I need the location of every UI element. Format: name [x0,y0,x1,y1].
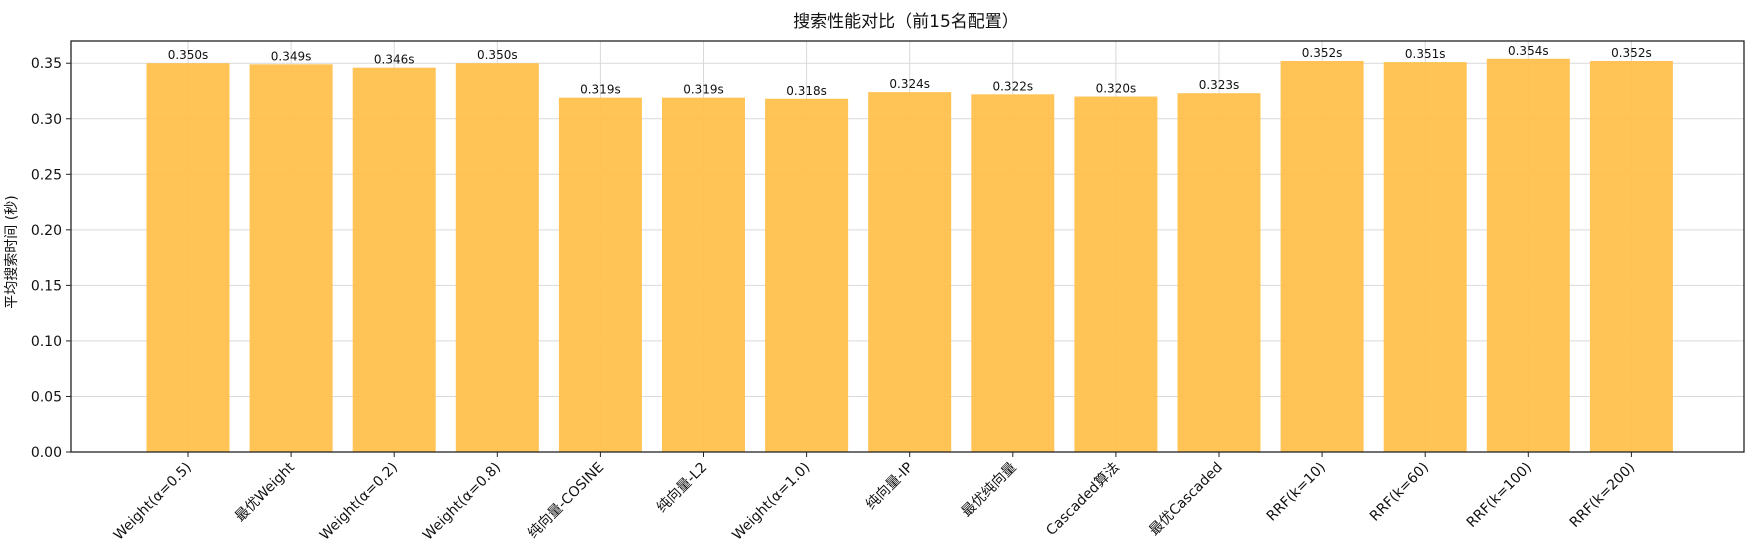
bar-value-label: 0.324s [889,77,930,91]
bar [1177,93,1261,453]
y-tick-label: 0.15 [31,278,62,294]
bar [1074,96,1158,453]
axes [70,40,1745,453]
x-tick-label: Cascaded算法 [1043,460,1122,539]
plot-frame [70,40,1745,453]
bar-value-label: 0.322s [992,79,1033,93]
bars [146,58,1673,453]
x-tick-label: RRF(k=60) [1367,460,1432,525]
bar-value-label: 0.319s [683,83,724,97]
bar-value-label: 0.319s [580,83,621,97]
bar [765,98,849,453]
bar-value-label: 0.352s [1302,46,1343,60]
y-tick-label: 0.30 [31,112,62,128]
bar-value-label: 0.354s [1508,44,1549,58]
x-tick-label: 纯向量-L2 [654,460,710,516]
y-tick-label: 0.00 [31,445,62,461]
bar [1486,58,1570,452]
bar-value-label: 0.320s [1096,82,1137,96]
data-labels: 0.350s 0.349s 0.346s 0.350s 0.319s 0.319s 0.31… [168,44,1652,98]
bar [455,63,539,452]
bar [558,97,642,452]
y-tick-label: 0.10 [31,334,62,350]
bar-value-label: 0.350s [477,48,518,62]
x-tick-label: Weight(α=0.2) [317,460,401,544]
bar-value-label: 0.323s [1199,78,1240,92]
y-ticks: 0.00 0.05 0.10 0.15 0.20 0.25 0.30 0.35 [31,56,71,461]
x-tick-label: Weight(α=1.0) [729,460,813,544]
x-tick-label: Weight(α=0.8) [420,460,504,544]
bar [662,97,745,452]
bar [868,92,952,453]
bar-value-label: 0.351s [1405,47,1446,61]
bar-value-label: 0.346s [374,53,415,67]
bar-value-label: 0.350s [168,48,209,62]
x-tick-label: 纯向量-IP [863,460,916,513]
x-tick-label: RRF(k=10) [1264,460,1329,525]
bar-value-label: 0.349s [271,49,312,63]
bar [1280,60,1364,452]
x-tick-label: RRF(k=200) [1567,460,1638,531]
x-tick-label: 最优纯向量 [959,460,1020,521]
x-tick-label: RRF(k=100) [1464,460,1535,531]
bar [971,94,1055,453]
chart-title: 搜索性能对比（前15名配置） [793,12,1019,32]
bar [352,67,436,453]
bar-value-label: 0.318s [786,84,827,98]
x-tick-label: 最优Cascaded [1146,460,1225,539]
x-tick-label: 纯向量-COSINE [525,460,607,542]
y-tick-label: 0.25 [31,167,62,183]
y-tick-label: 0.35 [31,56,62,72]
y-tick-label: 0.05 [31,389,62,405]
bar [1589,60,1673,452]
y-tick-label: 0.20 [31,223,62,239]
bar [249,64,333,452]
x-tick-label: 最优Weight [232,459,298,525]
bar-value-label: 0.352s [1611,46,1652,60]
bar [1383,62,1467,452]
x-ticks: Weight(α=0.5) 最优Weight Weight(α=0.2) Weight… [111,452,1638,544]
y-axis-label: 平均搜索时间 (秒) [3,195,20,308]
bar [146,63,230,452]
x-tick-label: Weight(α=0.5) [111,460,195,544]
